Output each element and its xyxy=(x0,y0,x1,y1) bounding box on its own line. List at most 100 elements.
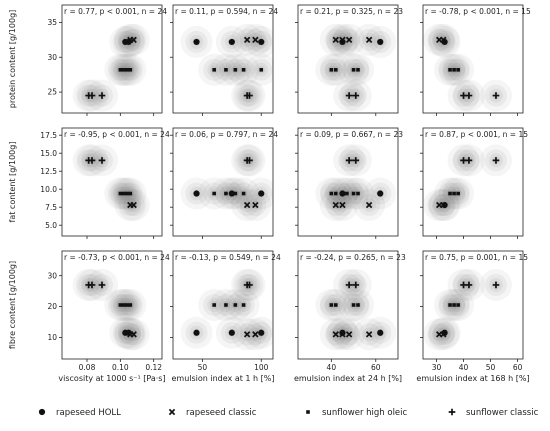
panel-r1-c3: r = 0.87, p < 0.001, n = 15 xyxy=(420,127,528,239)
data-point-square xyxy=(351,303,356,307)
data-point-x xyxy=(345,331,353,338)
panel-frame xyxy=(422,4,524,114)
correlation-annotation: r = 0.09, p = 0.667, n = 23 xyxy=(300,130,403,139)
data-point-circle xyxy=(258,329,265,336)
data-point-plus xyxy=(352,92,360,99)
correlation-annotation: r = 0.75, p = 0.001, n = 15 xyxy=(425,253,528,262)
legend-label: rapeseed HOLL xyxy=(56,408,121,418)
data-point-square xyxy=(121,191,126,196)
legend-item: sunflower high oleic xyxy=(306,408,408,418)
panel-r1-c1: r = 0.06, p = 0.797, n = 24 xyxy=(170,127,278,239)
data-point-plus xyxy=(88,157,96,164)
data-point-square xyxy=(233,303,238,307)
legend-marker-x xyxy=(168,408,176,416)
x-axis-label: emulsion index at 168 h [%] xyxy=(416,374,529,383)
data-point-square xyxy=(118,191,123,196)
data-point-square xyxy=(452,303,456,307)
legend-label: sunflower classic xyxy=(466,408,539,418)
panel-frame xyxy=(172,250,274,360)
x-tick-label: 50 xyxy=(198,363,208,372)
data-point-plus xyxy=(88,92,96,99)
data-point-square xyxy=(356,303,360,307)
points xyxy=(329,157,384,209)
correlation-annotation: r = -0.73, p < 0.001, n = 24 xyxy=(64,253,170,262)
x-axis-label: viscosity at 1000 s⁻¹ [Pa·s] xyxy=(58,374,165,383)
data-point-square xyxy=(345,191,349,196)
data-point-circle xyxy=(193,329,200,336)
data-point-circle xyxy=(377,329,384,336)
data-point-circle xyxy=(377,38,384,46)
data-point-plus xyxy=(465,281,473,289)
y-tick-label: 12.5 xyxy=(40,167,57,176)
data-point-square xyxy=(118,303,123,307)
data-point-square xyxy=(118,68,123,72)
x-axis-label: emulsion index at 24 h [%] xyxy=(294,374,402,383)
legend: rapeseed HOLL rapeseed classic sunflower h… xyxy=(38,408,539,418)
data-point-square xyxy=(329,303,334,307)
x-tick-label: 0.12 xyxy=(145,363,162,372)
data-point-square xyxy=(456,303,460,307)
data-point-x xyxy=(365,331,373,338)
density-contours xyxy=(72,268,150,351)
data-point-x xyxy=(440,331,447,338)
points xyxy=(193,157,265,209)
data-point-square xyxy=(212,68,216,72)
panel-frame xyxy=(61,127,163,237)
y-axis-label: fibre content [g/100g] xyxy=(8,261,17,349)
panel-r0-c1: r = 0.11, p = 0.594, n = 24 xyxy=(170,4,278,116)
panels-group: r = 0.77, p < 0.001, n = 24 25 30 35 r = 0.1… xyxy=(8,4,531,383)
panel-frame xyxy=(61,4,163,114)
density-contours xyxy=(423,144,512,222)
data-point-square xyxy=(125,303,129,307)
panel-frame xyxy=(422,250,524,360)
data-point-square xyxy=(356,191,360,196)
data-point-square xyxy=(233,191,238,196)
x-axis-label: emulsion index at 1 h [%] xyxy=(171,374,274,383)
data-point-x xyxy=(243,331,251,338)
y-tick-label: 10 xyxy=(47,333,57,342)
data-point-plus xyxy=(465,157,473,164)
correlation-annotation: r = 0.06, p = 0.797, n = 24 xyxy=(175,130,278,139)
y-tick-label: 5.0 xyxy=(45,221,57,230)
points xyxy=(436,281,500,338)
data-point-x xyxy=(365,201,373,209)
data-point-square xyxy=(333,191,338,196)
data-point-square xyxy=(456,191,460,196)
data-point-plus xyxy=(345,92,353,99)
data-point-plus xyxy=(492,92,500,99)
data-point-square xyxy=(224,191,228,196)
x-tick-label: 60 xyxy=(513,363,523,372)
legend-item: sunflower classic xyxy=(448,408,539,418)
data-point-x xyxy=(252,201,259,209)
data-point-square xyxy=(241,191,246,196)
points xyxy=(85,281,137,338)
y-tick-label: 30 xyxy=(47,53,57,62)
density-contours xyxy=(180,144,273,222)
data-point-x xyxy=(130,331,137,338)
data-point-plus xyxy=(246,157,253,164)
data-point-square xyxy=(452,191,456,196)
data-point-square xyxy=(212,303,216,307)
data-point-plus xyxy=(492,157,500,164)
density-contours xyxy=(423,23,512,112)
panel-frame xyxy=(297,250,399,360)
points xyxy=(85,157,137,209)
x-tick-label: 60 xyxy=(371,363,381,372)
data-point-x xyxy=(130,201,137,209)
density-contours xyxy=(180,268,273,351)
data-point-square xyxy=(241,303,246,307)
data-point-plus xyxy=(465,92,473,99)
data-point-plus xyxy=(492,281,500,289)
data-point-square xyxy=(356,68,360,72)
y-axis-label: protein content [g/100g] xyxy=(8,10,17,109)
correlation-annotation: r = -0.24, p = 0.265, n = 23 xyxy=(300,253,406,262)
panel-r1-c2: r = 0.09, p = 0.667, n = 23 xyxy=(295,127,403,239)
data-point-square xyxy=(128,191,133,196)
y-tick-label: 35 xyxy=(47,18,57,27)
legend-label: sunflower high oleic xyxy=(322,408,408,418)
data-point-circle xyxy=(193,190,200,197)
correlation-annotation: r = -0.13, p = 0.549, n = 24 xyxy=(175,253,281,262)
data-point-x xyxy=(130,36,137,44)
correlation-annotation: r = 0.21, p = 0.325, n = 23 xyxy=(300,7,403,16)
